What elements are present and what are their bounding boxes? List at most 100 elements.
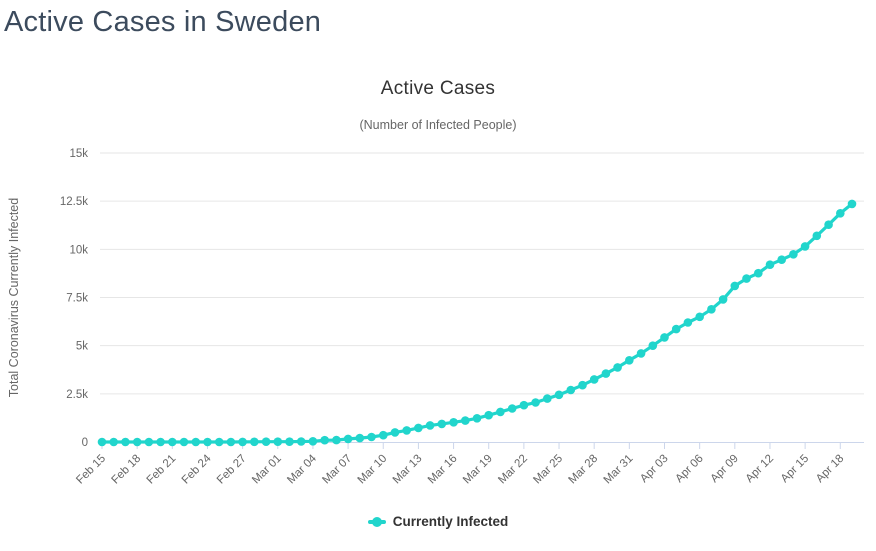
data-point[interactable] <box>531 398 540 407</box>
data-point[interactable] <box>132 437 142 447</box>
data-point[interactable] <box>742 274 751 283</box>
data-point[interactable] <box>226 437 236 447</box>
chart-subtitle: (Number of Infected People) <box>359 118 517 132</box>
data-point[interactable] <box>179 437 189 447</box>
data-point[interactable] <box>390 428 400 437</box>
data-point[interactable] <box>285 437 294 447</box>
x-tick-label: Apr 03 <box>638 453 670 485</box>
data-point[interactable] <box>109 437 118 447</box>
data-point[interactable] <box>847 199 857 209</box>
x-tick-label: Feb 24 <box>180 452 214 486</box>
page-title: Active Cases in Sweden <box>4 6 322 38</box>
data-point[interactable] <box>718 295 728 304</box>
x-tick-label: Mar 10 <box>356 453 390 487</box>
data-point[interactable] <box>355 433 365 443</box>
chart-title: Active Cases <box>380 78 496 99</box>
x-tick-label: Mar 31 <box>602 453 636 487</box>
data-point[interactable] <box>601 369 611 378</box>
data-point[interactable] <box>168 437 177 447</box>
data-point[interactable] <box>683 318 693 327</box>
plot-area: 0 2.5k 5k 7.5k 10k 12.5k 15k Feb 15 Feb 18 Feb 21… <box>7 148 864 487</box>
y-axis-title: Total Coronavirus Currently Infected <box>7 198 21 397</box>
x-tick-label: Apr 18 <box>814 453 846 485</box>
y-tick-label: 5k <box>76 341 88 353</box>
legend-label: Currently Infected <box>392 514 509 529</box>
data-point[interactable] <box>308 437 318 446</box>
data-point[interactable] <box>203 437 212 447</box>
data-point[interactable] <box>437 419 447 429</box>
data-point[interactable] <box>754 268 763 278</box>
data-point[interactable] <box>379 430 388 440</box>
x-tick-label: Feb 21 <box>145 453 179 487</box>
data-point[interactable] <box>250 437 259 447</box>
data-point[interactable] <box>144 437 154 447</box>
data-point[interactable] <box>730 281 740 291</box>
x-tick-label: Apr 09 <box>708 453 740 485</box>
data-point[interactable] <box>800 242 810 251</box>
data-point[interactable] <box>578 380 587 390</box>
data-point[interactable] <box>332 435 341 445</box>
data-point[interactable] <box>214 437 224 447</box>
data-point[interactable] <box>707 305 716 314</box>
data-point[interactable] <box>367 432 376 442</box>
legend-item-currently-infected[interactable]: Currently Infected <box>0 514 876 529</box>
y-tick-label: 7.5k <box>66 293 88 305</box>
x-tick-label: Mar 07 <box>320 453 354 487</box>
x-tick-label: Mar 25 <box>531 453 565 487</box>
data-point[interactable] <box>812 231 822 241</box>
y-tick-label: 12.5k <box>60 196 88 208</box>
x-tick-label: Mar 16 <box>426 453 460 487</box>
data-point[interactable] <box>636 349 646 358</box>
data-point[interactable] <box>156 437 165 447</box>
x-tick-label: Apr 12 <box>744 453 776 485</box>
data-point[interactable] <box>613 363 622 372</box>
x-tick-label: Apr 06 <box>673 453 705 485</box>
data-point[interactable] <box>648 341 658 350</box>
x-tick-label: Feb 15 <box>74 453 108 487</box>
data-point[interactable] <box>777 255 786 264</box>
data-point[interactable] <box>296 437 306 446</box>
data-point[interactable] <box>472 414 482 423</box>
y-tick-label: 15k <box>69 148 88 160</box>
y-tick-label: 0 <box>82 437 88 449</box>
data-point[interactable] <box>671 324 681 334</box>
data-point[interactable] <box>343 434 353 444</box>
data-point[interactable] <box>191 437 201 447</box>
data-point[interactable] <box>449 418 458 427</box>
data-point[interactable] <box>121 437 130 447</box>
line-marker-icon <box>367 516 386 527</box>
data-point[interactable] <box>507 404 517 413</box>
data-point[interactable] <box>273 437 283 447</box>
data-point[interactable] <box>625 356 634 365</box>
series-line-currently-infected[interactable] <box>100 202 854 444</box>
data-point[interactable] <box>554 390 564 400</box>
data-point[interactable] <box>261 437 271 447</box>
x-tick-label: Mar 04 <box>285 452 319 486</box>
data-point[interactable] <box>589 375 599 384</box>
x-tick-label: Mar 28 <box>567 453 601 487</box>
x-tick-label: Feb 18 <box>109 453 143 487</box>
data-point[interactable] <box>566 385 576 395</box>
data-point[interactable] <box>765 260 775 269</box>
data-point[interactable] <box>461 416 470 425</box>
x-tick-label: Apr 15 <box>779 453 811 485</box>
data-point[interactable] <box>484 410 494 420</box>
data-point[interactable] <box>824 220 833 229</box>
x-tick-label: Mar 13 <box>391 453 425 487</box>
data-point[interactable] <box>789 250 798 259</box>
data-point[interactable] <box>695 312 704 322</box>
x-tick-label: Mar 19 <box>461 453 495 487</box>
data-point[interactable] <box>402 426 412 435</box>
data-point[interactable] <box>238 437 247 447</box>
data-point[interactable] <box>836 209 845 218</box>
data-point[interactable] <box>97 437 107 447</box>
data-point[interactable] <box>543 394 552 403</box>
x-tick-label: Mar 01 <box>250 453 284 487</box>
data-point[interactable] <box>660 333 669 342</box>
data-point[interactable] <box>414 423 423 433</box>
data-point[interactable] <box>519 400 529 410</box>
data-point[interactable] <box>320 435 330 445</box>
data-point[interactable] <box>425 421 435 430</box>
data-point[interactable] <box>496 407 505 417</box>
